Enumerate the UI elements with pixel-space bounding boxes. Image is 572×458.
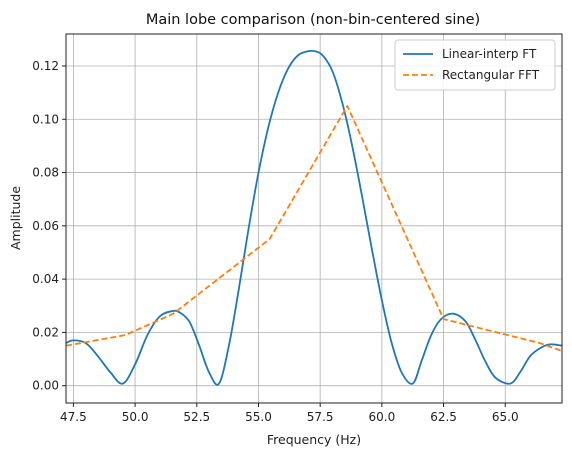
y-tick-label: 0.02 <box>32 325 59 339</box>
series-layer <box>66 49 562 386</box>
y-tick-label: 0.04 <box>32 272 59 286</box>
legend: Linear-interp FT Rectangular FFT <box>394 39 556 91</box>
legend-label-linear-interp: Linear-interp FT <box>442 47 537 61</box>
y-axis-ticks: 0.00 0.02 0.04 0.06 0.08 0.10 0.12 <box>32 59 66 393</box>
series-line-0 <box>66 49 562 386</box>
grid-lines <box>66 34 562 403</box>
x-tick-label: 50.0 <box>122 410 149 424</box>
x-tick-label: 65.0 <box>492 410 519 424</box>
chart-title: Main lobe comparison (non-bin-centered s… <box>146 12 480 28</box>
x-axis-ticks: 47.5 50.0 52.5 55.0 57.5 60.0 62.5 65.0 <box>60 403 519 424</box>
plot-frame <box>65 33 563 404</box>
series-line-1 <box>66 105 562 352</box>
x-tick-label: 62.5 <box>430 410 457 424</box>
y-tick-label: 0.10 <box>32 112 59 126</box>
y-tick-label: 0.08 <box>32 166 59 180</box>
x-axis-label: Frequency (Hz) <box>267 432 361 447</box>
x-tick-label: 47.5 <box>60 410 87 424</box>
x-tick-label: 57.5 <box>307 410 334 424</box>
y-axis-label: Amplitude <box>8 186 23 250</box>
x-tick-label: 52.5 <box>183 410 210 424</box>
x-tick-label: 55.0 <box>245 410 272 424</box>
x-tick-label: 60.0 <box>369 410 396 424</box>
legend-label-rectangular-fft: Rectangular FFT <box>442 68 540 82</box>
y-tick-label: 0.00 <box>32 379 59 393</box>
legend-box <box>394 39 556 91</box>
y-tick-label: 0.06 <box>32 219 59 233</box>
y-tick-label: 0.12 <box>32 59 59 73</box>
